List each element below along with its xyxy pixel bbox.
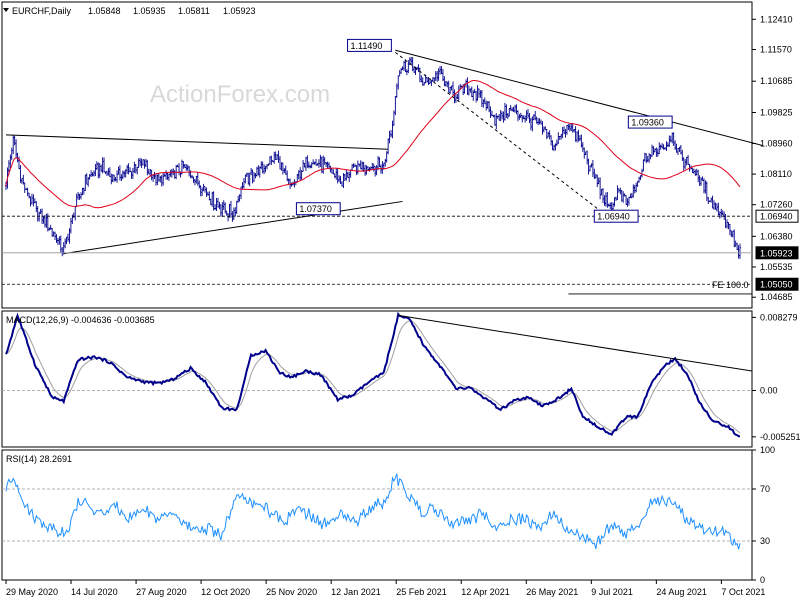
price-mark-label: 1.05050 bbox=[760, 280, 793, 290]
macd-axis-label: 0.00 bbox=[760, 385, 778, 395]
price-bars bbox=[4, 56, 742, 260]
panel-frame-price bbox=[1, 1, 753, 309]
macd-title: MACD(12,26,9) -0.004636 -0.003685 bbox=[6, 315, 155, 325]
trendline bbox=[395, 52, 605, 215]
price-mark-box bbox=[755, 209, 799, 223]
time-axis-label: 29 May 2020 bbox=[6, 587, 58, 597]
price-axis-label: 1.04685 bbox=[760, 292, 793, 302]
price-annotation-label: 1.07370 bbox=[299, 204, 332, 214]
price-annotation-label: 1.11490 bbox=[351, 41, 383, 51]
header-high: 1.05935 bbox=[133, 6, 166, 16]
trendline bbox=[63, 200, 403, 255]
header-dropdown-icon[interactable] bbox=[3, 8, 9, 12]
price-annotation-label: 1.06940 bbox=[597, 212, 630, 222]
rsi-panel: RSI(14) 28.2691 bbox=[2, 454, 752, 550]
price-mark-label: 1.05923 bbox=[760, 248, 793, 258]
macd-line bbox=[5, 311, 740, 438]
price-axis-label: 1.11570 bbox=[760, 45, 792, 55]
price-annotation-box bbox=[627, 115, 673, 129]
chart-header: EURCHF,Daily 1.05848 1.05935 1.05811 1.0… bbox=[12, 6, 256, 16]
time-axis-label: 12 Oct 2020 bbox=[201, 587, 250, 597]
panel-frame-rsi bbox=[1, 449, 753, 581]
price-axis-label: 1.08960 bbox=[760, 138, 793, 148]
panel-frame-macd bbox=[1, 310, 753, 448]
price-annotation-box bbox=[347, 38, 392, 52]
header-low: 1.05811 bbox=[178, 6, 210, 16]
price-mark-box bbox=[755, 246, 799, 260]
header-symbol: EURCHF,Daily bbox=[12, 6, 72, 16]
macd-panel: MACD(12,26,9) -0.004636 -0.003685 bbox=[2, 311, 753, 438]
price-mark-label: 1.06940 bbox=[760, 212, 793, 222]
time-axis-label: 27 Aug 2020 bbox=[136, 587, 187, 597]
time-axis-label: 12 Jan 2021 bbox=[331, 587, 381, 597]
price-panel: 1.11490 1.07370 1.06940 1.09360 FE 100.0 bbox=[2, 38, 764, 295]
trendline bbox=[395, 49, 764, 147]
time-axis-label: 12 Apr 2021 bbox=[461, 587, 510, 597]
macd-trendline bbox=[398, 314, 753, 372]
price-annotation-label: 1.09360 bbox=[631, 118, 664, 128]
price-mark-box bbox=[755, 277, 799, 291]
price-axis-label: 1.07260 bbox=[760, 200, 793, 210]
rsi-axis-label: 70 bbox=[760, 484, 770, 494]
time-axis-label: 25 Feb 2021 bbox=[396, 587, 447, 597]
price-annotation-box bbox=[295, 202, 341, 216]
rsi-axis-label: 30 bbox=[760, 536, 770, 546]
price-annotation-box bbox=[593, 209, 639, 223]
time-axis-label: 24 Aug 2021 bbox=[656, 587, 707, 597]
price-axis-label: 1.08110 bbox=[760, 169, 792, 179]
time-axis-label: 26 May 2021 bbox=[526, 587, 578, 597]
price-axis-label: 1.09825 bbox=[760, 108, 793, 118]
price-axis-label: 1.06380 bbox=[760, 231, 793, 241]
rsi-title: RSI(14) 28.2691 bbox=[6, 454, 72, 464]
trendline bbox=[5, 134, 389, 150]
price-axis-label: 1.10685 bbox=[760, 76, 793, 86]
price-axis-label: 1.05535 bbox=[760, 262, 793, 272]
time-axis-label: 14 Jul 2020 bbox=[71, 587, 118, 597]
fe-label: FE 100.0 bbox=[712, 280, 749, 290]
rsi-axis-label: 0 bbox=[760, 575, 765, 585]
axes: 1.12410 1.11570 1.10685 1.09825 1.08960 1.081… bbox=[5, 14, 800, 597]
time-axis-label: 25 Nov 2020 bbox=[266, 587, 317, 597]
macd-signal-line bbox=[5, 320, 741, 434]
header-close: 1.05923 bbox=[223, 6, 256, 16]
header-open: 1.05848 bbox=[88, 6, 121, 16]
rsi-axis-label: 100 bbox=[760, 445, 775, 455]
macd-axis-label: 0.008279 bbox=[760, 312, 798, 322]
price-axis-label: 1.12410 bbox=[760, 14, 793, 24]
rsi-line bbox=[5, 473, 741, 550]
panel-frames bbox=[1, 1, 753, 581]
time-axis-label: 7 Oct 2021 bbox=[721, 587, 765, 597]
macd-axis-label: -0.005251 bbox=[760, 432, 800, 442]
moving-average-line bbox=[5, 80, 741, 209]
watermark: ActionForex.com bbox=[150, 81, 330, 108]
time-axis-label: 9 Jul 2021 bbox=[591, 587, 633, 597]
